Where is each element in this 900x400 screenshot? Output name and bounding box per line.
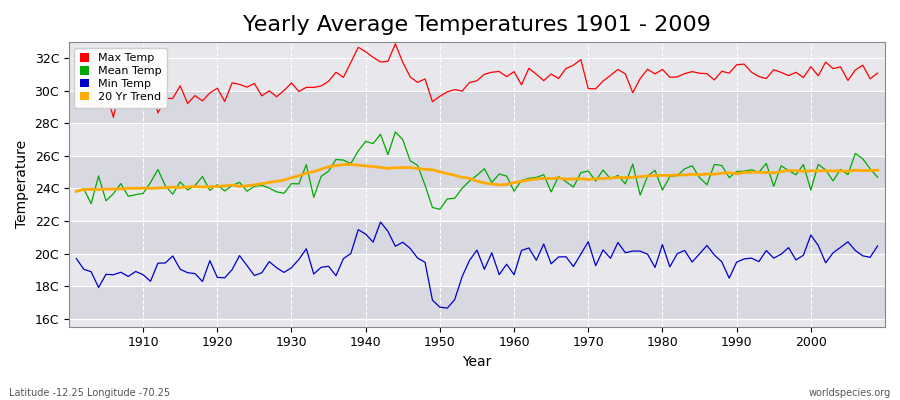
Title: Yearly Average Temperatures 1901 - 2009: Yearly Average Temperatures 1901 - 2009 — [243, 15, 711, 35]
X-axis label: Year: Year — [463, 355, 491, 369]
Y-axis label: Temperature: Temperature — [15, 140, 29, 228]
Bar — [69, 221, 885, 254]
Bar — [69, 156, 885, 188]
Bar — [69, 286, 885, 318]
Bar — [69, 91, 885, 124]
Text: worldspecies.org: worldspecies.org — [809, 388, 891, 398]
Legend: Max Temp, Mean Temp, Min Temp, 20 Yr Trend: Max Temp, Mean Temp, Min Temp, 20 Yr Tre… — [75, 48, 167, 108]
Text: Latitude -12.25 Longitude -70.25: Latitude -12.25 Longitude -70.25 — [9, 388, 170, 398]
